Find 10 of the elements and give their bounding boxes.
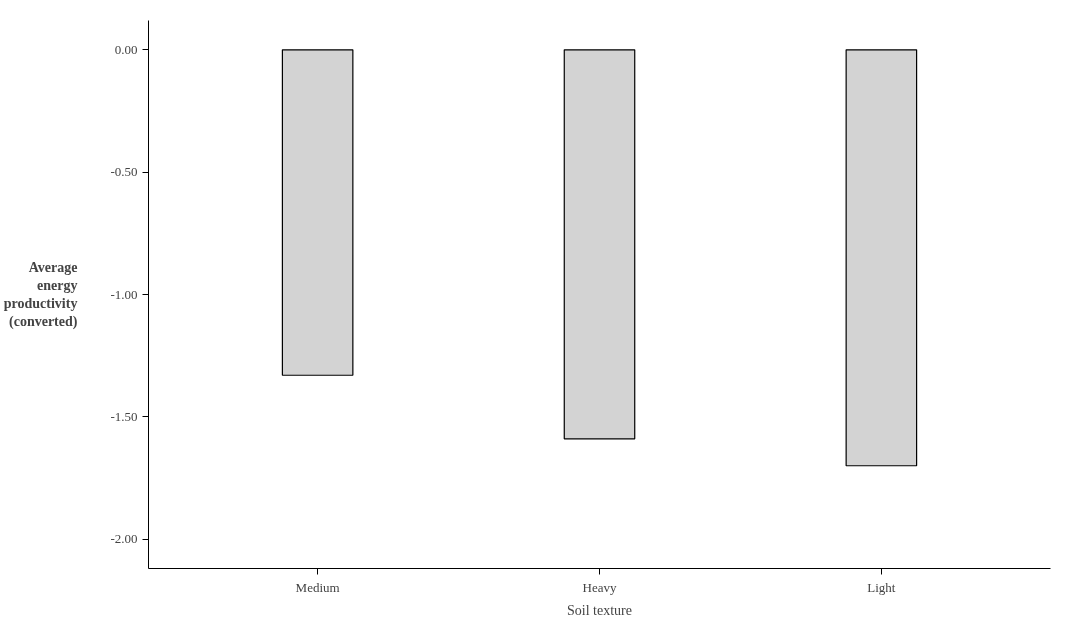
x-tick-label: Medium <box>295 579 340 595</box>
x-tick-label: Light <box>867 579 896 595</box>
y-tick-label: 0.00 <box>114 41 138 57</box>
y-tick-label: -1.50 <box>110 408 138 424</box>
y-tick-label: -2.00 <box>110 531 138 547</box>
y-axis-title: Average energy productivity (converted) <box>3 260 78 330</box>
y-tick-label: -0.50 <box>110 164 138 180</box>
y-tick-label: -1.00 <box>110 286 138 302</box>
x-tick-label: Heavy <box>582 579 617 595</box>
x-axis-title: Soil texture <box>567 602 632 618</box>
